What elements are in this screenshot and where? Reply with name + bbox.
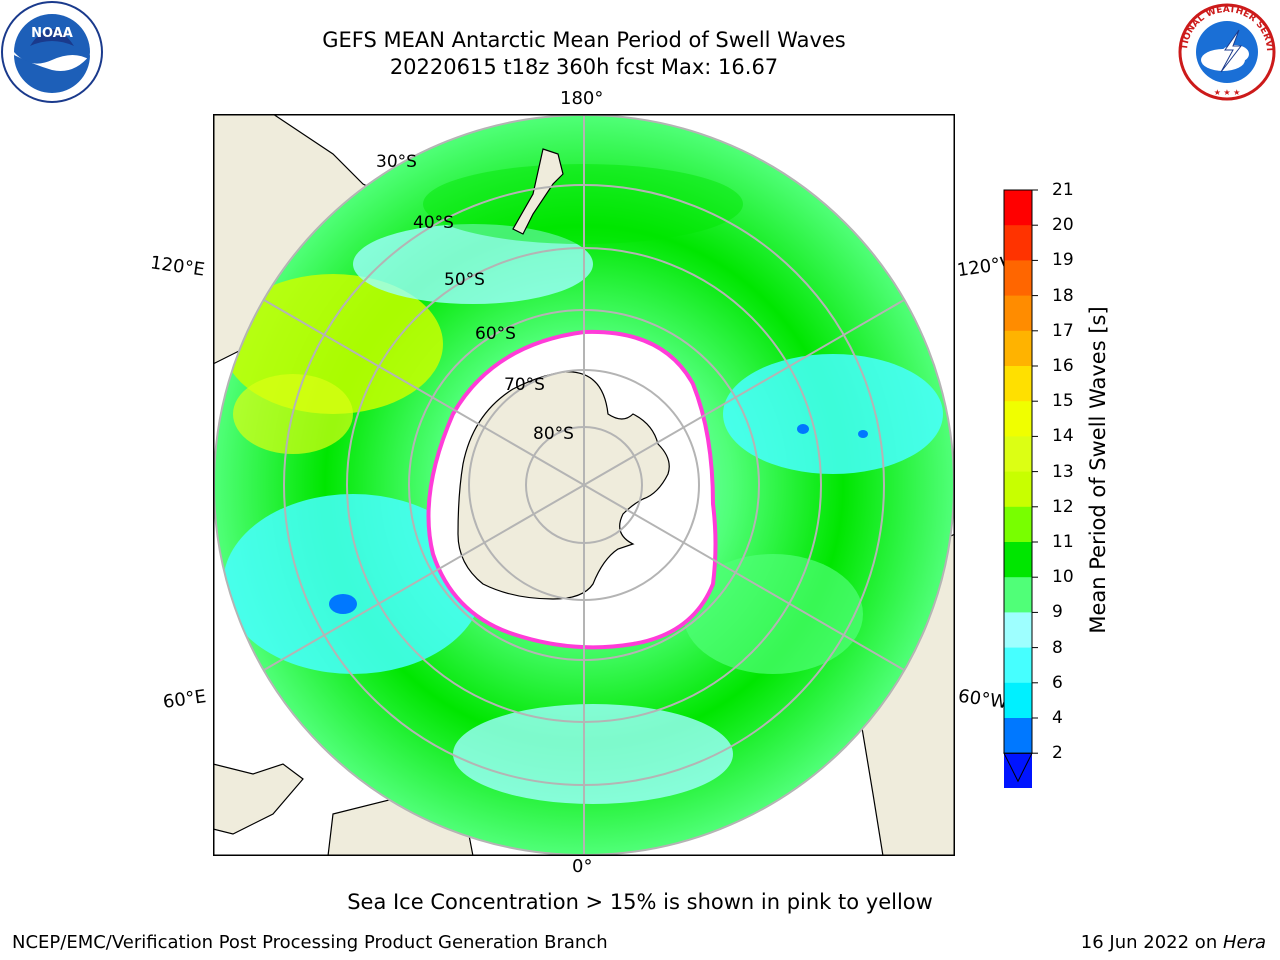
- africa-land: [213, 763, 304, 835]
- colorbar-segment: [1004, 366, 1032, 402]
- chart-title: GEFS MEAN Antarctic Mean Period of Swell…: [322, 28, 846, 52]
- colorbar-tick-label: 12: [1052, 496, 1074, 517]
- lat-label-80s: 80°S: [533, 424, 574, 444]
- lon-label-0: 0°: [572, 856, 593, 877]
- colorbar-segment: [1004, 612, 1032, 649]
- colorbar-tick-label: 13: [1052, 461, 1074, 482]
- colorbar-tick-label: 4: [1052, 708, 1063, 728]
- colorbar: [1000, 188, 1090, 789]
- colorbar-tick-label: 14: [1052, 426, 1074, 447]
- colorbar-tick-label: 9: [1052, 602, 1063, 623]
- antarctica-land: [457, 371, 670, 600]
- colorbar-segment: [1004, 330, 1032, 367]
- svg-text:★ ★ ★: ★ ★ ★: [1214, 88, 1241, 97]
- footer-branch: NCEP/EMC/Verification Post Processing Pr…: [12, 932, 608, 953]
- colorbar-tick-label: 10: [1052, 567, 1074, 588]
- sea-ice-note: Sea Ice Concentration > 15% is shown in …: [347, 890, 933, 914]
- lat-label-60s: 60°S: [475, 324, 516, 344]
- colorbar-tick-label: 16: [1052, 356, 1074, 376]
- colorbar-tick-label: 21: [1052, 180, 1074, 200]
- colorbar-segment: [1004, 542, 1032, 578]
- colorbar-tick-label: 2: [1052, 743, 1063, 764]
- nws-logo: NATIONAL WEATHER SERVICE ★ ★ ★: [1173, 0, 1277, 102]
- lon-label-180: 180°: [560, 88, 604, 109]
- new-zealand-land: [512, 148, 564, 235]
- colorbar-segment: [1004, 506, 1032, 543]
- colorbar-tick-label: 11: [1052, 532, 1074, 552]
- colorbar-title: Mean Period of Swell Waves [s]: [1086, 306, 1110, 634]
- lon-label-120e: 120°E: [148, 252, 206, 281]
- noaa-logo-text: NOAA: [31, 26, 73, 41]
- colorbar-segment: [1004, 401, 1032, 437]
- lat-label-30s: 30°S: [376, 152, 417, 172]
- footer-date: 16 Jun 2022 on Hera: [1081, 932, 1266, 953]
- colorbar-segment: [1004, 295, 1032, 332]
- colorbar-segment: [1004, 260, 1032, 297]
- polar-map: [213, 114, 955, 856]
- footer-host: Hera: [1222, 932, 1266, 953]
- colorbar-segment: [1004, 436, 1032, 473]
- colorbar-segment: [1004, 225, 1032, 261]
- colorbar-segment: [1004, 682, 1032, 719]
- colorbar-tick-label: 17: [1052, 320, 1074, 341]
- colorbar-tick-label: 6: [1052, 672, 1063, 693]
- footer-date-text: 16 Jun 2022 on: [1080, 932, 1223, 953]
- chart-subtitle: 20220615 t18z 360h fcst Max: 16.67: [389, 55, 779, 79]
- colorbar-segment: [1004, 190, 1032, 226]
- colorbar-segment: [1004, 718, 1032, 754]
- colorbar-tick-label: 20: [1052, 215, 1074, 236]
- lat-label-40s: 40°S: [413, 213, 454, 233]
- colorbar-tick-label: 8: [1052, 637, 1063, 658]
- colorbar-tick-label: 15: [1052, 391, 1074, 412]
- colorbar-tick-label: 19: [1052, 250, 1074, 271]
- noaa-logo: NOAA: [0, 0, 104, 104]
- lat-label-70s: 70°S: [504, 375, 545, 395]
- lat-label-50s: 50°S: [444, 270, 485, 290]
- colorbar-segment: [1004, 647, 1032, 684]
- colorbar-segment: [1004, 471, 1032, 508]
- colorbar-tick-label: 18: [1052, 285, 1074, 306]
- colorbar-segment: [1004, 577, 1032, 613]
- lon-label-60e: 60°E: [161, 686, 208, 713]
